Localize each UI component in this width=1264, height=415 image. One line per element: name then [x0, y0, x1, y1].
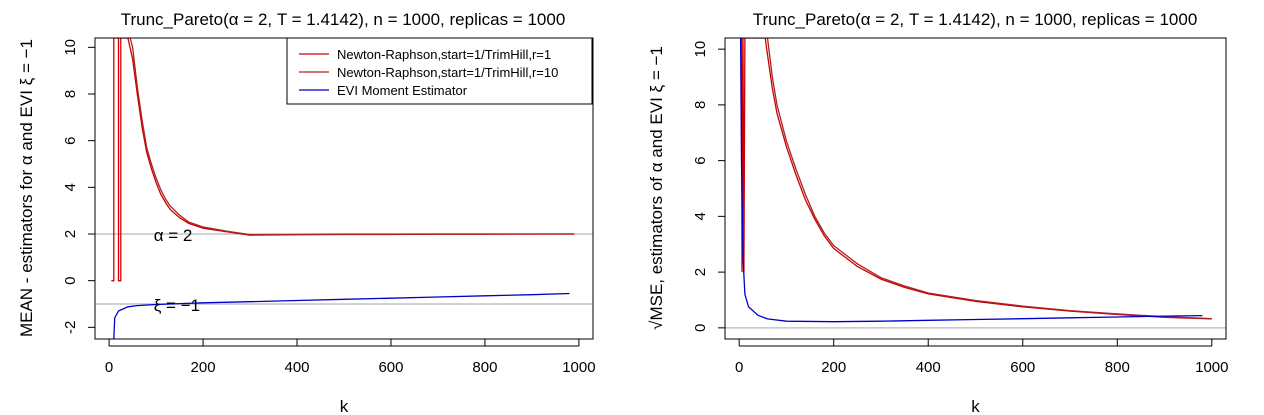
- legend-label: EVI Moment Estimator: [337, 83, 468, 98]
- y-axis-label: √MSE, estimators of α and EVI ξ = −1: [647, 46, 666, 330]
- x-tick-label: 400: [916, 359, 941, 376]
- y-tick-label: 4: [692, 212, 709, 220]
- y-tick-label: 10: [62, 39, 79, 56]
- x-tick-label: 600: [1010, 359, 1035, 376]
- x-tick-label: 0: [105, 359, 113, 376]
- x-tick-label: 400: [285, 359, 310, 376]
- annotation-label: α = 2: [154, 226, 193, 245]
- x-axis-label: k: [340, 397, 349, 415]
- series-line-2: [766, 38, 1212, 320]
- chart-panel-1: Trunc_Pareto(α = 2, T = 1.4142), n = 100…: [17, 10, 596, 415]
- y-tick-label: 0: [692, 324, 709, 332]
- y-tick-label: 4: [62, 183, 79, 191]
- chart-panel-2: Trunc_Pareto(α = 2, T = 1.4142), n = 100…: [647, 10, 1229, 415]
- x-tick-label: 0: [735, 359, 743, 376]
- x-tick-label: 200: [821, 359, 846, 376]
- series-line-3: [113, 292, 570, 339]
- legend-box: [286, 37, 593, 105]
- series-line-2: [129, 38, 575, 236]
- x-tick-label: 800: [472, 359, 497, 376]
- x-tick-label: 1000: [562, 359, 595, 376]
- series-line-1: [740, 38, 1212, 320]
- x-tick-label: 200: [191, 359, 216, 376]
- y-tick-label: 10: [692, 41, 709, 58]
- y-tick-label: -2: [62, 321, 79, 334]
- y-tick-label: 6: [692, 156, 709, 164]
- y-axis-label: MEAN - estimators for α and EVI ξ = −1: [17, 39, 36, 337]
- y-tick-label: 2: [692, 268, 709, 276]
- y-tick-label: 2: [62, 230, 79, 238]
- y-tick-label: 8: [692, 101, 709, 109]
- annotation-label: ξ = −1: [154, 296, 200, 315]
- x-tick-label: 800: [1105, 359, 1130, 376]
- plot-frame: [724, 37, 1227, 340]
- x-tick-label: 1000: [1195, 359, 1228, 376]
- chart-title: Trunc_Pareto(α = 2, T = 1.4142), n = 100…: [753, 10, 1198, 29]
- legend-label: Newton-Raphson,start=1/TrimHill,r=1: [337, 47, 551, 62]
- legend-label: Newton-Raphson,start=1/TrimHill,r=10: [337, 65, 558, 80]
- y-tick-label: 6: [62, 136, 79, 144]
- legend: Newton-Raphson,start=1/TrimHill,r=1 Newto…: [286, 37, 593, 105]
- x-tick-label: 600: [378, 359, 403, 376]
- series-line-3: [739, 38, 1203, 323]
- chart-title: Trunc_Pareto(α = 2, T = 1.4142), n = 100…: [121, 10, 566, 29]
- y-tick-label: 8: [62, 90, 79, 98]
- x-axis-label: k: [971, 397, 980, 415]
- y-tick-label: 0: [62, 276, 79, 284]
